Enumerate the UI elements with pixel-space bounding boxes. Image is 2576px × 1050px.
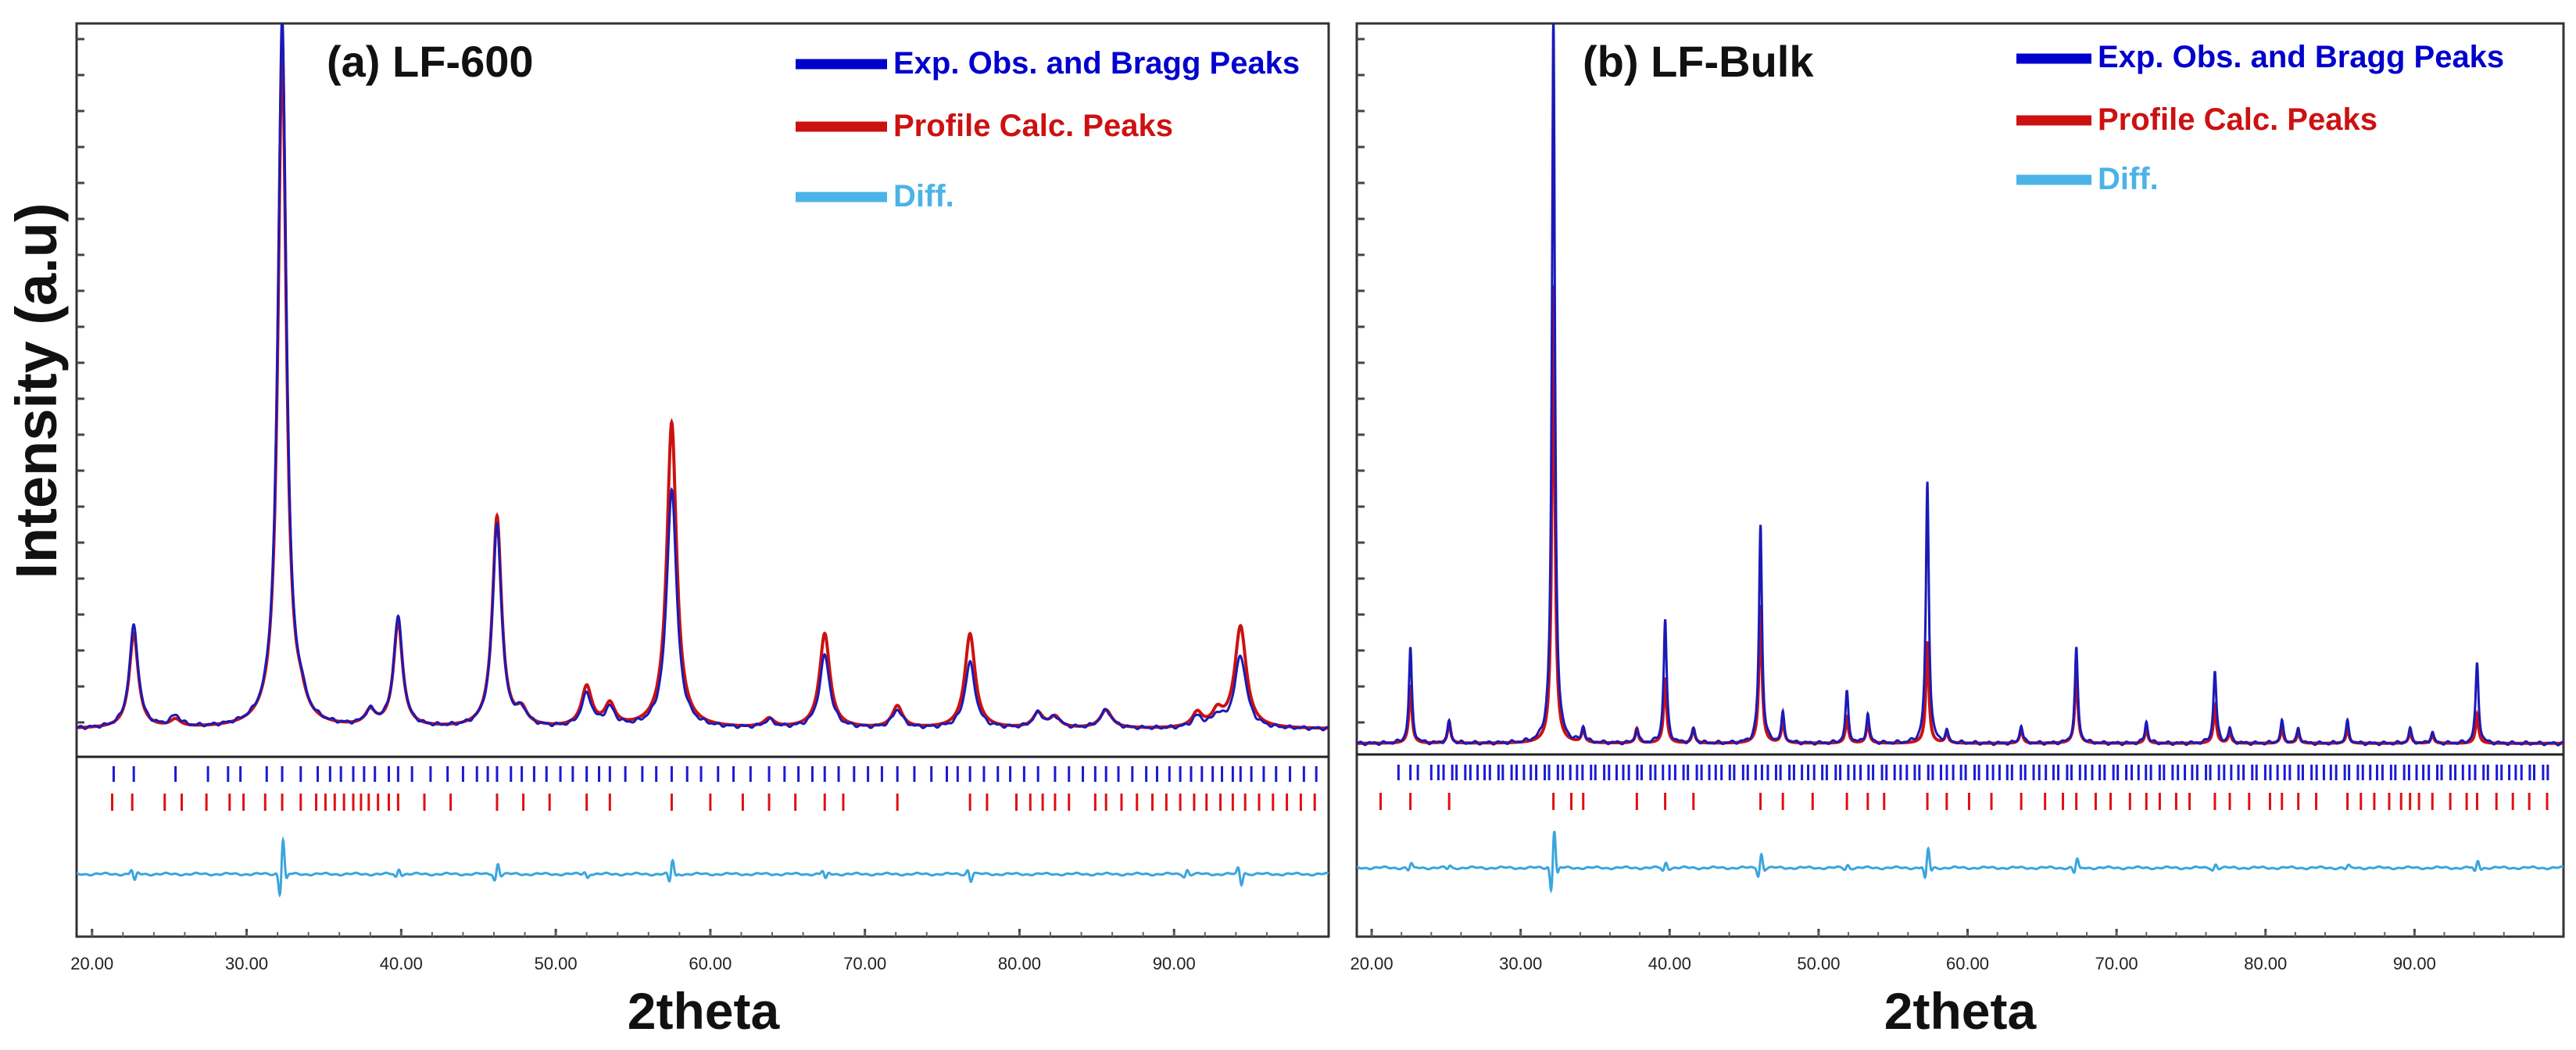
x-tick-label: 60.00: [689, 954, 732, 973]
x-tick-label: 80.00: [2244, 954, 2287, 973]
x-tick-label: 20.00: [70, 954, 113, 973]
x-tick-label: 80.00: [998, 954, 1041, 973]
x-tick-label: 60.00: [1946, 954, 1989, 973]
panel-a: 20.00 30.00 40.00 50.00 60.00 70.00 80.00 90.00…: [70, 22, 1330, 1040]
x-tick-label: 20.00: [1351, 954, 1394, 973]
panel-a-title: (a) LF-600: [327, 37, 534, 86]
panel-a-legend-obs-label: Exp. Obs. and Bragg Peaks: [893, 46, 1300, 81]
y-axis-label: Intensity (a.u): [4, 202, 69, 579]
panel-a-legend: Exp. Obs. and Bragg Peaks Profile Calc. …: [796, 46, 1300, 213]
difference-line: [1357, 830, 2563, 894]
x-tick-label: 70.00: [843, 954, 886, 973]
x-tick-label: 40.00: [1648, 954, 1691, 973]
x-tick-label: 50.00: [535, 954, 578, 973]
panel-b-legend: Exp. Obs. and Bragg Peaks Profile Calc. …: [2016, 40, 2504, 196]
panel-b-x-ticks: 20.00 30.00 40.00 50.00 60.00 70.00 80.00 90.00: [1351, 929, 2535, 973]
x-tick-label: 40.00: [380, 954, 423, 973]
panel-b-title: (b) LF-Bulk: [1583, 37, 1814, 86]
panel-b-legend-calc-label: Profile Calc. Peaks: [2098, 102, 2377, 137]
panel-a-plot: [77, 23, 1329, 898]
difference-line: [77, 836, 1329, 898]
observed-profile-line: [77, 23, 1329, 732]
x-tick-label: 50.00: [1797, 954, 1840, 973]
panel-b-plot: [1357, 23, 2563, 894]
panel-b-y-ticks: [1357, 38, 1365, 724]
x-tick-label: 30.00: [1499, 954, 1542, 973]
panel-a-legend-calc-label: Profile Calc. Peaks: [893, 109, 1173, 143]
panel-a-x-ticks: 20.00 30.00 40.00 50.00 60.00 70.00 80.00 90.00: [70, 929, 1299, 973]
panel-b-x-axis-label: 2theta: [1884, 982, 2038, 1040]
x-tick-label: 70.00: [2095, 954, 2138, 973]
panel-a-frame: [75, 22, 1330, 938]
observed-profile-line: [1357, 23, 2563, 747]
panel-b: 20.00 30.00 40.00 50.00 60.00 70.00 80.00 90.00…: [1351, 22, 2565, 1040]
x-tick-label: 90.00: [2393, 954, 2436, 973]
x-tick-label: 30.00: [225, 954, 268, 973]
panel-b-frame: [1355, 22, 2565, 938]
panel-b-legend-diff-label: Diff.: [2098, 162, 2159, 196]
panel-a-x-axis-label: 2theta: [628, 982, 781, 1040]
panel-b-legend-obs-label: Exp. Obs. and Bragg Peaks: [2098, 40, 2504, 74]
panel-a-y-ticks: [77, 38, 84, 724]
panel-a-legend-diff-label: Diff.: [893, 179, 954, 213]
x-tick-label: 90.00: [1153, 954, 1196, 973]
